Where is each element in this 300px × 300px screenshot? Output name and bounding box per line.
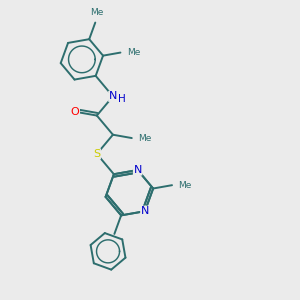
Text: Me: Me <box>138 134 152 142</box>
Text: N: N <box>109 92 117 101</box>
Text: N: N <box>141 206 149 216</box>
Text: Me: Me <box>90 8 104 17</box>
Text: O: O <box>71 107 80 117</box>
Text: H: H <box>118 94 126 104</box>
Text: Me: Me <box>178 181 192 190</box>
Text: Me: Me <box>127 48 140 57</box>
Text: N: N <box>134 165 142 175</box>
Text: S: S <box>93 149 100 159</box>
